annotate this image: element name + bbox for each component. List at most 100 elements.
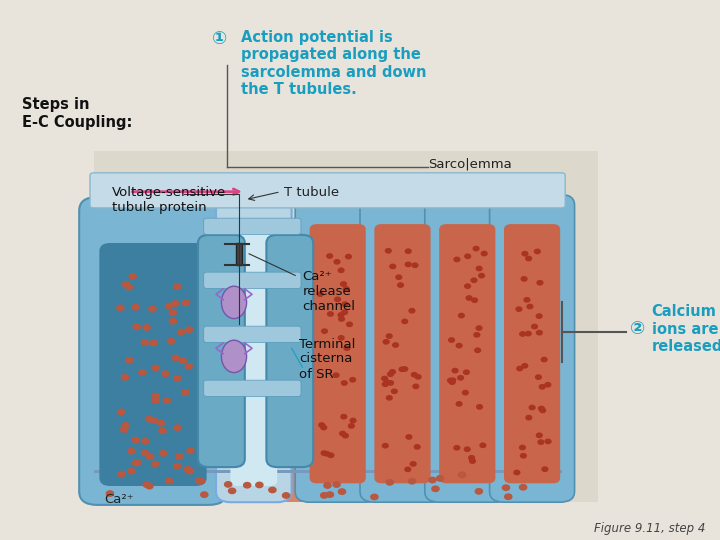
Circle shape bbox=[145, 416, 153, 422]
Circle shape bbox=[143, 325, 150, 330]
Circle shape bbox=[167, 339, 174, 344]
Circle shape bbox=[122, 423, 130, 428]
Circle shape bbox=[390, 370, 395, 374]
Circle shape bbox=[534, 249, 540, 254]
Circle shape bbox=[382, 382, 388, 387]
FancyBboxPatch shape bbox=[504, 224, 560, 483]
Circle shape bbox=[449, 338, 454, 342]
Circle shape bbox=[536, 330, 542, 335]
Circle shape bbox=[334, 260, 340, 264]
Circle shape bbox=[282, 493, 289, 498]
Circle shape bbox=[480, 443, 486, 448]
Text: ②: ② bbox=[630, 320, 645, 339]
Circle shape bbox=[392, 389, 397, 394]
Circle shape bbox=[350, 377, 356, 382]
Circle shape bbox=[338, 336, 344, 340]
Circle shape bbox=[338, 313, 344, 317]
Circle shape bbox=[387, 372, 393, 376]
Circle shape bbox=[341, 415, 346, 419]
Circle shape bbox=[522, 252, 528, 256]
Circle shape bbox=[448, 378, 454, 382]
Text: ①: ① bbox=[212, 30, 228, 48]
Circle shape bbox=[350, 418, 356, 423]
Circle shape bbox=[141, 340, 148, 345]
Circle shape bbox=[160, 450, 167, 456]
Circle shape bbox=[169, 319, 176, 324]
Circle shape bbox=[122, 375, 129, 380]
Circle shape bbox=[475, 489, 482, 494]
Circle shape bbox=[529, 406, 535, 410]
Circle shape bbox=[390, 264, 396, 268]
Circle shape bbox=[169, 310, 176, 315]
Circle shape bbox=[322, 329, 328, 333]
Circle shape bbox=[333, 373, 339, 377]
Circle shape bbox=[225, 482, 232, 487]
Text: Terminal
cisterna
of SR: Terminal cisterna of SR bbox=[299, 338, 355, 381]
Circle shape bbox=[452, 368, 458, 373]
Text: Sarco|emma: Sarco|emma bbox=[428, 157, 512, 170]
FancyBboxPatch shape bbox=[204, 380, 301, 396]
Circle shape bbox=[474, 333, 480, 337]
Circle shape bbox=[384, 380, 390, 384]
Circle shape bbox=[152, 393, 159, 399]
Circle shape bbox=[197, 478, 204, 484]
Circle shape bbox=[134, 460, 141, 465]
Circle shape bbox=[371, 494, 378, 500]
Circle shape bbox=[386, 480, 393, 485]
Circle shape bbox=[397, 283, 403, 287]
Circle shape bbox=[411, 373, 417, 377]
Circle shape bbox=[122, 282, 130, 287]
Circle shape bbox=[413, 384, 419, 389]
Circle shape bbox=[129, 274, 136, 279]
Circle shape bbox=[269, 487, 276, 492]
Circle shape bbox=[454, 257, 460, 261]
Circle shape bbox=[387, 334, 392, 338]
Circle shape bbox=[127, 469, 135, 474]
Circle shape bbox=[414, 445, 420, 449]
Circle shape bbox=[125, 285, 132, 290]
Circle shape bbox=[473, 246, 479, 251]
Circle shape bbox=[458, 376, 464, 380]
Circle shape bbox=[346, 322, 352, 327]
Circle shape bbox=[410, 462, 416, 466]
Circle shape bbox=[505, 494, 512, 500]
Circle shape bbox=[326, 492, 333, 497]
Circle shape bbox=[107, 491, 114, 496]
Circle shape bbox=[526, 415, 531, 420]
Circle shape bbox=[196, 478, 203, 484]
Circle shape bbox=[176, 454, 183, 459]
Circle shape bbox=[117, 305, 124, 310]
Circle shape bbox=[132, 437, 140, 443]
Circle shape bbox=[146, 483, 153, 489]
Circle shape bbox=[177, 329, 184, 335]
FancyBboxPatch shape bbox=[204, 218, 301, 234]
Circle shape bbox=[321, 426, 327, 430]
Circle shape bbox=[396, 275, 402, 279]
Circle shape bbox=[201, 492, 208, 497]
Circle shape bbox=[476, 266, 482, 271]
Circle shape bbox=[342, 302, 348, 306]
Circle shape bbox=[536, 375, 541, 379]
Circle shape bbox=[405, 262, 411, 267]
Circle shape bbox=[462, 390, 468, 395]
Ellipse shape bbox=[222, 340, 246, 373]
Circle shape bbox=[179, 358, 186, 363]
Circle shape bbox=[545, 439, 551, 443]
Circle shape bbox=[387, 381, 393, 385]
Text: Voltage-sensitive
tubule protein: Voltage-sensitive tubule protein bbox=[112, 186, 226, 214]
Circle shape bbox=[456, 402, 462, 406]
Circle shape bbox=[479, 273, 485, 278]
Circle shape bbox=[340, 431, 346, 436]
Bar bbox=[236, 243, 242, 265]
Text: Action potential is
propagated along the
sarcolemma and down
the T tubules.: Action potential is propagated along the… bbox=[241, 30, 427, 97]
Circle shape bbox=[383, 340, 389, 344]
Circle shape bbox=[185, 327, 192, 333]
FancyBboxPatch shape bbox=[79, 197, 227, 505]
Circle shape bbox=[152, 461, 159, 467]
Circle shape bbox=[320, 492, 328, 498]
Circle shape bbox=[399, 367, 405, 372]
Circle shape bbox=[141, 450, 148, 456]
FancyBboxPatch shape bbox=[266, 235, 313, 467]
Circle shape bbox=[526, 332, 531, 336]
FancyBboxPatch shape bbox=[198, 235, 245, 467]
